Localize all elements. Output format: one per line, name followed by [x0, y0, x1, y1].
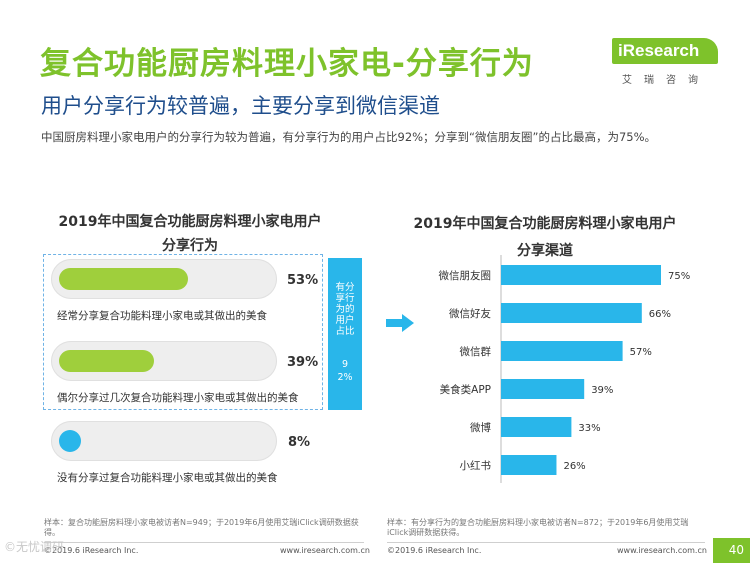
share-behavior-track	[51, 341, 277, 381]
share-behavior-category-label: 偶尔分享过几次复合功能料理小家电或其做出的美食	[57, 392, 299, 404]
channel-value-label: 66%	[649, 309, 671, 320]
channel-category-label: 微信好友	[449, 307, 491, 320]
logo-brand: iResearch	[612, 38, 718, 64]
share-behavior-category-label: 经常分享复合功能料理小家电或其做出的美食	[57, 310, 267, 322]
share-behavior-track	[51, 259, 277, 299]
share-behavior-value-label: 53%	[287, 273, 319, 288]
page-number: 40	[713, 538, 750, 563]
share-behavior-track	[51, 421, 277, 461]
iresearch-logo: iResearch 艾瑞咨询	[612, 38, 720, 86]
arrow-right-icon	[386, 314, 414, 332]
channel-category-label: 微信朋友圈	[439, 269, 492, 282]
right-footer-divider	[387, 542, 705, 543]
left-website-link[interactable]: www.iresearch.com.cn	[280, 546, 370, 555]
left-chart-title-line1: 2019年中国复合功能厨房料理小家电用户	[58, 214, 322, 230]
right-chart-title-line2: 分享渠道	[517, 243, 573, 259]
channel-bar	[501, 303, 642, 323]
channel-bar	[501, 341, 623, 361]
channel-bar	[501, 265, 661, 285]
page-summary: 中国厨房料理小家电用户的分享行为较为普遍，有分享行为的用户占比92%；分享到“微…	[41, 130, 657, 144]
channel-value-label: 57%	[630, 347, 652, 358]
left-footer-divider	[44, 542, 364, 543]
channel-category-label: 小红书	[460, 459, 492, 472]
watermark: ©无忧调研	[4, 540, 65, 554]
logo-cn: 艾瑞咨询	[622, 75, 710, 86]
share-behavior-bar	[59, 350, 154, 372]
share-behavior-bar	[59, 430, 81, 452]
right-sample-note: 样本：有分享行为的复合功能厨房料理小家电被访者N=872；于2019年6月使用艾…	[387, 518, 689, 537]
page-subtitle: 用户分享行为较普遍，主要分享到微信渠道	[41, 94, 440, 118]
channel-value-label: 75%	[668, 271, 690, 282]
channel-category-label: 微信群	[460, 345, 492, 358]
share-channel-chart: 微信朋友圈 75% 微信好友 66% 微信群 57% 美食类APP 39% 微博 33% 小红书 26…	[439, 255, 690, 483]
right-chart-title-line1: 2019年中国复合功能厨房料理小家电用户	[413, 216, 677, 232]
left-sample-note: 样本：复合功能厨房料理小家电被访者N=949；于2019年6月使用艾瑞iClic…	[44, 518, 359, 537]
share-behavior-category-label: 没有分享过复合功能料理小家电或其做出的美食	[57, 472, 278, 484]
left-chart-title-line2: 分享行为	[162, 238, 218, 254]
channel-value-label: 26%	[563, 461, 585, 472]
share-behavior-bar	[59, 268, 189, 290]
right-copyright: ©2019.6 iResearch Inc.	[387, 546, 482, 555]
share-ratio-value: 92%	[337, 359, 353, 383]
share-group-outline	[43, 254, 323, 410]
share-behavior-value-label: 39%	[287, 355, 319, 370]
channel-bar	[501, 455, 557, 475]
channel-bar	[501, 417, 572, 437]
channel-value-label: 39%	[591, 385, 613, 396]
share-ratio-box: 有分享行为的用户占比 92%	[328, 258, 362, 410]
left-chart-title: 2019年中国复合功能厨房料理小家电用户 分享行为	[40, 210, 340, 258]
share-ratio-label: 有分享行为的用户占比	[335, 282, 355, 337]
channel-bar	[501, 379, 585, 399]
channel-category-label: 美食类APP	[440, 383, 491, 396]
channel-category-label: 微博	[470, 421, 491, 434]
right-website-link[interactable]: www.iresearch.com.cn	[617, 546, 707, 555]
channel-value-label: 33%	[578, 423, 600, 434]
share-behavior-value-label: 8%	[288, 435, 311, 450]
left-copyright: ©2019.6 iResearch Inc.	[44, 546, 139, 555]
page-title: 复合功能厨房料理小家电-分享行为	[40, 46, 534, 82]
right-chart-title: 2019年中国复合功能厨房料理小家电用户 分享渠道	[400, 211, 690, 265]
